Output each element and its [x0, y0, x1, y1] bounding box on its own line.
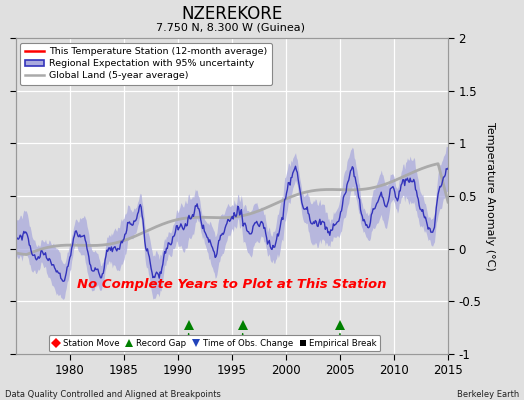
Text: 7.750 N, 8.300 W (Guinea): 7.750 N, 8.300 W (Guinea)	[156, 22, 305, 32]
Y-axis label: Temperature Anomaly (°C): Temperature Anomaly (°C)	[485, 122, 496, 270]
Text: Berkeley Earth: Berkeley Earth	[456, 390, 519, 399]
Title: NZEREKORE: NZEREKORE	[181, 4, 282, 22]
Text: No Complete Years to Plot at This Station: No Complete Years to Plot at This Statio…	[77, 278, 387, 291]
Text: Data Quality Controlled and Aligned at Breakpoints: Data Quality Controlled and Aligned at B…	[5, 390, 221, 399]
Legend: Station Move, Record Gap, Time of Obs. Change, Empirical Break: Station Move, Record Gap, Time of Obs. C…	[49, 335, 380, 351]
